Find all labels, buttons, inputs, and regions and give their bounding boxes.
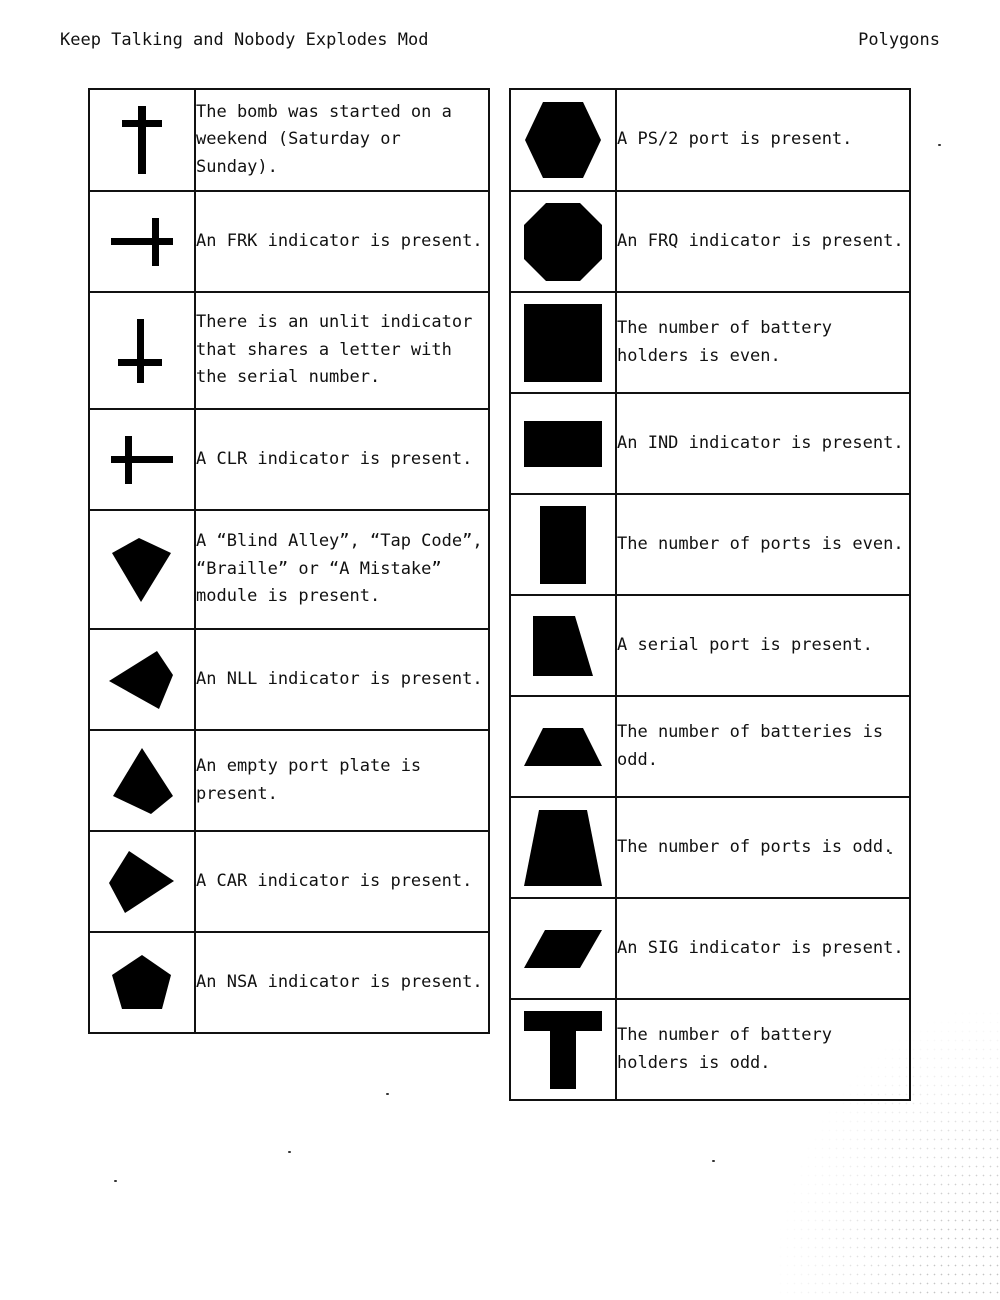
table-row: An NLL indicator is present. [88,628,490,731]
rule-text: The number of ports is even. [615,493,911,596]
cross-icon [122,106,162,174]
rules-table-right: A PS/2 port is present. An FRQ indicator… [509,88,911,1101]
rule-text: An empty port plate is present. [194,729,490,832]
rules-table-left: The bomb was started on a weekend (Satur… [88,88,490,1034]
rule-text: An NSA indicator is present. [194,931,490,1034]
rule-text: A CAR indicator is present. [194,830,490,933]
paper-texture [770,1000,1000,1300]
table-row: A PS/2 port is present. [509,88,911,192]
table-row: A serial port is present. [509,594,911,697]
table-row: The number of battery holders is even. [509,291,911,394]
hexagon-icon [525,102,601,178]
flat-trapezoid-icon [524,727,602,766]
rule-text: An SIG indicator is present. [615,897,911,1000]
rule-text: The number of batteries is odd. [615,695,911,798]
rule-text: A serial port is present. [615,594,911,697]
table-row: The number of battery holders is odd. [509,998,911,1101]
parallelogram-icon [524,929,602,968]
paper-speck [712,1160,715,1162]
rule-text: The number of battery holders is even. [615,291,911,394]
rule-text: An NLL indicator is present. [194,628,490,731]
table-row: A “Blind Alley”, “Tap Code”, “Braille” o… [88,509,490,630]
rule-text: The number of ports is odd. [615,796,911,899]
cross-right-icon [111,217,173,266]
table-row: An NSA indicator is present. [88,931,490,1034]
pentagon-icon [112,954,171,1009]
rule-text: A PS/2 port is present. [615,88,911,192]
rule-text: The bomb was started on a weekend (Satur… [194,88,490,192]
table-row: The bomb was started on a weekend (Satur… [88,88,490,192]
kite-left-icon [109,650,173,709]
t-shape-icon [524,1010,602,1089]
octagon-icon [524,202,602,281]
cross-down-icon [118,318,162,383]
rule-text: An FRK indicator is present. [194,190,490,293]
right-trapezoid-icon [533,615,593,676]
table-row: The number of ports is odd. [509,796,911,899]
header-module-name: Polygons [858,30,940,50]
paper-speck [938,144,941,146]
table-row: The number of batteries is odd. [509,695,911,798]
table-row: An FRQ indicator is present. [509,190,911,293]
paper-speck [386,1093,389,1095]
rule-text: A CLR indicator is present. [194,408,490,511]
rule-text: There is an unlit indicator that shares … [194,291,490,410]
rule-text: A “Blind Alley”, “Tap Code”, “Braille” o… [194,509,490,630]
table-row: A CAR indicator is present. [88,830,490,933]
square-icon [524,303,602,382]
kite-down-icon [112,537,171,602]
tall-trapezoid-icon [524,809,602,886]
table-row: There is an unlit indicator that shares … [88,291,490,410]
tall-rectangle-icon [540,505,586,584]
paper-speck [114,1180,117,1182]
rule-text: An FRQ indicator is present. [615,190,911,293]
paper-speck [889,852,892,854]
paper-speck [288,1151,291,1153]
cross-left-icon [111,435,173,484]
header-mod-title: Keep Talking and Nobody Explodes Mod [60,30,429,50]
table-row: A CLR indicator is present. [88,408,490,511]
table-row: The number of ports is even. [509,493,911,596]
table-row: An SIG indicator is present. [509,897,911,1000]
wide-rectangle-icon [524,420,602,467]
table-row: An FRK indicator is present. [88,190,490,293]
table-row: An empty port plate is present. [88,729,490,832]
kite-right-icon [109,850,174,913]
kite-up-icon [113,747,173,814]
table-row: An IND indicator is present. [509,392,911,495]
rule-text: An IND indicator is present. [615,392,911,495]
rule-text: The number of battery holders is odd. [615,998,911,1101]
